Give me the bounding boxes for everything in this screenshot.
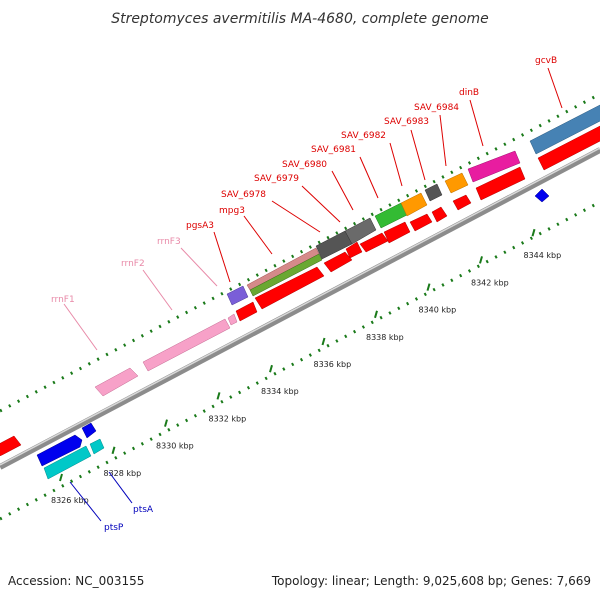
label-line-rrnF1 <box>63 303 98 351</box>
gene-red-feature-11[interactable] <box>537 125 600 171</box>
gene-rrnF1-feature[interactable] <box>94 367 139 397</box>
gene-dinB-feature[interactable] <box>467 150 521 183</box>
coordinate-ticks: 8326 kbp 8328 kbp 8330 kbp 8332 kbp 8334 kbp… <box>51 228 562 505</box>
tick-mark <box>531 228 536 237</box>
gene-ptsP-feature[interactable] <box>36 434 83 467</box>
tick-label: 8338 kbp <box>366 333 404 342</box>
tick-label: 8340 kbp <box>419 306 457 315</box>
genome-summary-text: Topology: linear; Length: 9,025,608 bp; … <box>271 574 591 588</box>
tick-label: 8334 kbp <box>261 387 299 396</box>
genome-backbone-highlight <box>0 147 600 466</box>
label-line-rrnF2 <box>142 269 173 311</box>
map-tracks <box>0 92 600 521</box>
upper-dotted-track <box>0 92 600 413</box>
label-gcvB[interactable]: gcvB <box>535 56 557 66</box>
gene-SAV_6982-feature[interactable] <box>400 192 428 217</box>
label-line-SAV_6982 <box>389 142 403 187</box>
gene-red-feature-1[interactable] <box>235 301 258 322</box>
label-SAV_6982[interactable]: SAV_6982 <box>341 131 386 141</box>
label-SAV_6980[interactable]: SAV_6980 <box>282 160 327 170</box>
label-pgsA3[interactable]: pgsA3 <box>186 221 214 231</box>
label-line-pgsA3 <box>213 231 231 283</box>
gene-red-feature-7[interactable] <box>409 213 433 232</box>
gene-SAV_6983-feature[interactable] <box>444 172 469 194</box>
label-line-mpg3 <box>243 215 273 255</box>
genome-backbone <box>0 147 600 470</box>
tick-label: 8336 kbp <box>314 360 352 369</box>
label-SAV_6979[interactable]: SAV_6979 <box>254 174 299 184</box>
label-line-SAV_6983 <box>410 129 426 181</box>
label-line-ptsP <box>69 481 102 522</box>
label-SAV_6983[interactable]: SAV_6983 <box>384 117 429 127</box>
label-rrnF1[interactable]: rrnF1 <box>51 295 75 305</box>
gene-red-feature-3[interactable] <box>323 251 353 273</box>
label-line-SAV_6979 <box>301 185 341 223</box>
label-line-SAV_6984 <box>439 114 447 167</box>
tick-mark <box>59 473 63 482</box>
gene-red-feature-6[interactable] <box>383 221 411 244</box>
label-ptsP[interactable]: ptsP <box>104 523 124 533</box>
gene-rrnF3-feature[interactable] <box>227 313 238 326</box>
tick-label: 8328 kbp <box>104 469 142 478</box>
label-line-rrnF3 <box>180 247 218 287</box>
label-line-ptsA <box>108 471 133 504</box>
label-mpg3[interactable]: mpg3 <box>219 206 245 216</box>
tick-mark <box>426 283 431 291</box>
gene-features <box>0 104 600 480</box>
label-line-gcvB <box>547 67 563 109</box>
label-SAV_6984[interactable]: SAV_6984 <box>414 103 459 113</box>
lower-dotted-track <box>0 200 600 521</box>
label-dinB[interactable]: dinB <box>459 88 479 98</box>
gene-gcvB-feature[interactable] <box>529 104 600 155</box>
gene-cyan-feature-1[interactable] <box>43 445 92 480</box>
tick-label: 8326 kbp <box>51 496 89 505</box>
label-SAV_6981[interactable]: SAV_6981 <box>311 145 356 155</box>
gene-pgsA3-feature[interactable] <box>226 285 249 306</box>
label-rrnF3[interactable]: rrnF3 <box>157 237 181 247</box>
label-ptsA[interactable]: ptsA <box>133 505 154 515</box>
gene-red-feature-9[interactable] <box>452 194 472 211</box>
tick-label: 8332 kbp <box>209 414 247 423</box>
gene-feature[interactable] <box>0 435 22 458</box>
tick-mark <box>321 337 326 346</box>
gene-labels: gcvB dinB SAV_6984 SAV_6983 SAV_6982 SAV… <box>51 56 563 533</box>
gene-red-feature-4[interactable] <box>345 241 363 259</box>
gene-ptsA-feature[interactable] <box>81 422 97 439</box>
label-line-SAV_6981 <box>359 156 379 199</box>
gene-SAV_6979-feature[interactable] <box>344 217 377 245</box>
gene-red-feature-10[interactable] <box>475 166 526 201</box>
tick-mark <box>164 419 168 427</box>
tick-label: 8344 kbp <box>524 251 562 260</box>
label-rrnF2[interactable]: rrnF2 <box>121 259 145 269</box>
genome-title: Streptomyces avermitilis MA-4680, comple… <box>111 11 489 27</box>
gene-rrnF2-feature[interactable] <box>142 318 231 372</box>
tick-mark <box>269 364 273 373</box>
gene-mpg3-feature-green[interactable] <box>249 253 323 297</box>
accession-text: Accession: NC_003155 <box>8 574 144 588</box>
label-SAV_6978[interactable]: SAV_6978 <box>221 190 266 200</box>
gene-SAV_6981-feature[interactable] <box>424 183 443 202</box>
label-line-dinB <box>469 99 484 147</box>
tick-label: 8342 kbp <box>471 278 509 287</box>
label-line-SAV_6978 <box>271 200 321 233</box>
label-line-SAV_6980 <box>331 170 354 211</box>
tick-mark <box>374 310 378 319</box>
tick-mark <box>216 392 221 400</box>
tick-label: 8330 kbp <box>156 442 194 451</box>
gene-red-feature-2[interactable] <box>254 266 325 310</box>
gene-red-feature-8[interactable] <box>431 206 448 223</box>
tick-mark <box>111 446 116 455</box>
tick-mark <box>479 256 483 264</box>
gene-blue-feature-small[interactable] <box>534 188 550 203</box>
gene-cyan-feature-2[interactable] <box>89 438 105 455</box>
